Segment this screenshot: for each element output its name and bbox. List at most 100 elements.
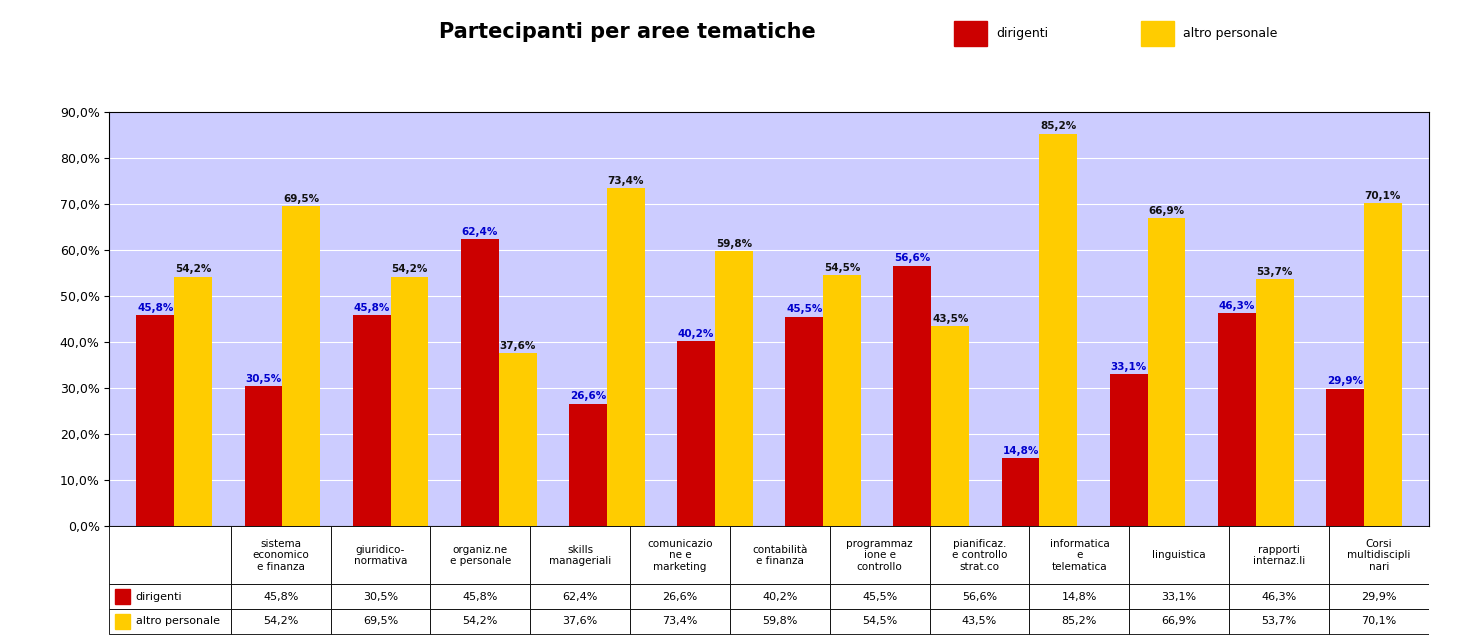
Text: 33,1%: 33,1%: [1111, 362, 1147, 371]
Bar: [786, 316, 824, 526]
Bar: [331, 584, 430, 609]
Text: 37,6%: 37,6%: [500, 341, 537, 351]
Text: 43,5%: 43,5%: [962, 616, 997, 627]
Bar: [1330, 609, 1429, 634]
Bar: [930, 609, 1029, 634]
Text: 45,8%: 45,8%: [353, 303, 389, 313]
Bar: [930, 526, 1029, 584]
Text: 73,4%: 73,4%: [662, 616, 698, 627]
Bar: [175, 277, 211, 526]
Text: giuridico-
normativa: giuridico- normativa: [354, 545, 407, 566]
Text: altro personale: altro personale: [136, 616, 220, 627]
Bar: [1327, 389, 1363, 526]
Bar: [230, 526, 331, 584]
Bar: [531, 526, 630, 584]
Text: 40,2%: 40,2%: [763, 591, 798, 602]
Bar: [730, 609, 830, 634]
Bar: [932, 326, 970, 526]
Text: 14,8%: 14,8%: [1061, 591, 1096, 602]
Bar: [115, 590, 130, 604]
Text: 59,8%: 59,8%: [716, 239, 752, 248]
Bar: [1330, 526, 1429, 584]
Bar: [430, 609, 531, 634]
Bar: [1142, 21, 1174, 46]
Text: 45,5%: 45,5%: [862, 591, 897, 602]
Text: 54,2%: 54,2%: [175, 264, 211, 274]
Bar: [115, 614, 130, 628]
Text: dirigenti: dirigenti: [136, 591, 182, 602]
Bar: [1147, 218, 1185, 526]
Text: rapporti
internaz.li: rapporti internaz.li: [1252, 545, 1305, 566]
Bar: [353, 315, 391, 526]
Text: informatica
e
telematica: informatica e telematica: [1050, 538, 1110, 572]
Bar: [1029, 609, 1130, 634]
Bar: [830, 584, 930, 609]
Text: 62,4%: 62,4%: [563, 591, 598, 602]
Text: 30,5%: 30,5%: [363, 591, 398, 602]
Bar: [230, 584, 331, 609]
Bar: [1110, 374, 1147, 526]
Text: 53,7%: 53,7%: [1261, 616, 1296, 627]
Text: 45,8%: 45,8%: [262, 591, 299, 602]
Text: 45,8%: 45,8%: [137, 303, 174, 313]
Bar: [1217, 313, 1255, 526]
Text: sistema
economico
e finanza: sistema economico e finanza: [252, 538, 309, 572]
Text: 73,4%: 73,4%: [608, 176, 644, 186]
Text: pianificaz.
e controllo
strat.co: pianificaz. e controllo strat.co: [952, 538, 1007, 572]
Text: 56,6%: 56,6%: [894, 253, 930, 263]
Bar: [630, 526, 730, 584]
Bar: [1229, 526, 1330, 584]
Text: 53,7%: 53,7%: [1257, 267, 1293, 277]
Bar: [1130, 584, 1229, 609]
Bar: [569, 404, 607, 526]
Bar: [1229, 609, 1330, 634]
Text: 29,9%: 29,9%: [1327, 376, 1363, 386]
Bar: [630, 609, 730, 634]
Bar: [109, 584, 230, 609]
Bar: [331, 526, 430, 584]
Text: 54,2%: 54,2%: [391, 264, 427, 274]
Text: 46,3%: 46,3%: [1261, 591, 1296, 602]
Text: 54,2%: 54,2%: [462, 616, 499, 627]
Bar: [1029, 526, 1130, 584]
Text: dirigenti: dirigenti: [996, 27, 1048, 40]
Text: 14,8%: 14,8%: [1002, 446, 1038, 456]
Text: 30,5%: 30,5%: [245, 373, 281, 383]
Text: 56,6%: 56,6%: [962, 591, 997, 602]
Bar: [137, 315, 175, 526]
Bar: [430, 526, 531, 584]
Text: Partecipanti per aree tematiche: Partecipanti per aree tematiche: [439, 22, 815, 42]
Bar: [230, 609, 331, 634]
Bar: [607, 188, 644, 526]
Bar: [1040, 134, 1077, 526]
Text: 54,5%: 54,5%: [824, 263, 860, 273]
Bar: [1363, 204, 1401, 526]
Text: 66,9%: 66,9%: [1162, 616, 1197, 627]
Text: comunicazio
ne e
marketing: comunicazio ne e marketing: [647, 538, 713, 572]
Text: 85,2%: 85,2%: [1041, 121, 1076, 131]
Text: 69,5%: 69,5%: [283, 194, 319, 204]
Bar: [824, 275, 862, 526]
Bar: [109, 526, 230, 584]
Bar: [245, 386, 283, 526]
Bar: [1330, 584, 1429, 609]
Text: contabilità
e finanza: contabilità e finanza: [752, 545, 808, 566]
Text: 59,8%: 59,8%: [763, 616, 798, 627]
Text: organiz.ne
e personale: organiz.ne e personale: [449, 545, 510, 566]
Text: Corsi
multidiscipli
nari: Corsi multidiscipli nari: [1347, 538, 1410, 572]
Bar: [677, 341, 714, 526]
Text: 45,5%: 45,5%: [786, 304, 822, 315]
Bar: [461, 239, 499, 526]
Text: 54,5%: 54,5%: [862, 616, 897, 627]
Bar: [1002, 458, 1040, 526]
Text: skills
manageriali: skills manageriali: [550, 545, 611, 566]
Bar: [1229, 584, 1330, 609]
Bar: [499, 353, 537, 526]
Bar: [730, 584, 830, 609]
Text: 62,4%: 62,4%: [462, 226, 499, 237]
Bar: [714, 251, 752, 526]
Text: 54,2%: 54,2%: [262, 616, 299, 627]
Bar: [830, 526, 930, 584]
Text: 70,1%: 70,1%: [1365, 191, 1401, 201]
Bar: [430, 584, 531, 609]
